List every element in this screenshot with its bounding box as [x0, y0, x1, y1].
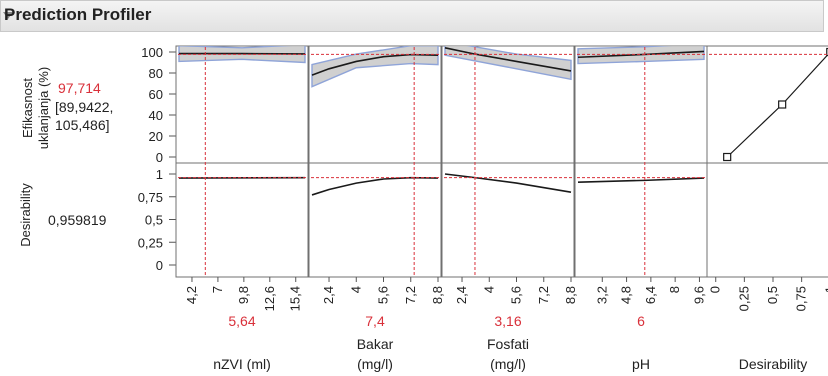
profiler-cells [175, 45, 828, 278]
response-cell-frame [706, 45, 828, 164]
confidence-band [311, 46, 439, 88]
response-axis-label: Efikasnostuklanjanja (%) [20, 67, 51, 149]
desirability-curve [577, 177, 705, 183]
x-tick-label: 1 [822, 286, 828, 293]
factor-name: pH [632, 356, 650, 372]
response-confidence-interval: 105,486] [55, 117, 110, 133]
x-tick-label: 3,2 [594, 286, 609, 304]
x-tick-label: 4,8 [619, 286, 634, 304]
factor-unit: (mg/l) [490, 356, 526, 372]
x-tick-label: 7 [210, 286, 225, 293]
desirability-axis-label: Desirability [18, 183, 33, 247]
x-tick-label: 0,75 [794, 286, 809, 311]
factor-current-value: 5,64 [228, 313, 255, 329]
desirability-y-tick-label: 0,25 [138, 235, 163, 250]
response-current-value: 97,714 [58, 80, 101, 96]
response-curve [444, 47, 572, 72]
collapse-triangle-icon[interactable] [3, 12, 13, 19]
factor-name: Fosfati [487, 336, 529, 352]
x-tick-label: 6,4 [643, 286, 658, 304]
desirability-y-tick-label: 1 [156, 167, 163, 182]
desirability-y-tick-label: 0,5 [145, 213, 163, 228]
factor-unit: (mg/l) [357, 356, 393, 372]
response-y-tick-label: 40 [149, 108, 163, 123]
profiler-title-bar[interactable]: Prediction Profiler [0, 0, 824, 32]
x-tick-label: 0,5 [765, 286, 780, 304]
x-tick-label: 12,6 [262, 286, 277, 311]
desirability-handle[interactable] [723, 152, 732, 162]
x-tick-label: 2,4 [454, 286, 469, 304]
response-curve [311, 53, 439, 76]
desirability-curve [444, 173, 572, 193]
x-tick-label: 9,8 [236, 286, 251, 304]
left-labels: Efikasnostuklanjanja (%) 97,714 [89,9422, 1… [18, 45, 176, 273]
factor-current-value: 3,16 [494, 313, 521, 329]
x-tick-label: 15,4 [288, 286, 303, 311]
response-axis-label-line: uklanjanja (%) [36, 67, 51, 149]
factor-current-value: 7,4 [365, 313, 385, 329]
x-tick-label: 8 [667, 286, 682, 293]
desirability-handle[interactable] [778, 100, 787, 109]
x-tick-label: 5,6 [376, 286, 391, 304]
desirability-curve [311, 176, 439, 196]
response-y-tick-label: 100 [141, 45, 163, 60]
profiler-title: Prediction Profiler [4, 5, 152, 24]
x-tick-label: 0,25 [736, 286, 751, 311]
factor-current-value: 6 [637, 313, 645, 329]
desirability-cell-frame [441, 162, 575, 278]
x-tick-label: 7,2 [536, 286, 551, 304]
response-confidence-interval: [89,9422, [55, 99, 113, 115]
factor-name: Bakar [357, 336, 394, 352]
response-y-tick-label: 20 [149, 129, 163, 144]
x-tick-label: 2,4 [321, 286, 336, 304]
desirability-cell-frame [706, 162, 828, 278]
factor-name: nZVI (ml) [213, 356, 271, 372]
x-tick-label: 8,8 [430, 286, 445, 304]
response-y-tick-label: 0 [156, 150, 163, 165]
x-tick-label: 4,2 [184, 286, 199, 304]
x-tick-label: 5,6 [509, 286, 524, 304]
desirability-y-tick-label: 0,75 [138, 190, 163, 205]
x-tick-label: 4 [348, 286, 363, 293]
desirability-cell-frame [175, 162, 309, 278]
x-tick-label: 7,2 [403, 286, 418, 304]
desirability-handle[interactable] [826, 47, 828, 57]
response-cell-frame [574, 45, 708, 164]
x-tick-label: 9,6 [691, 286, 706, 304]
response-y-tick-label: 60 [149, 87, 163, 102]
prediction-profiler-chart: Efikasnostuklanjanja (%) 97,714 [89,9422, 1… [18, 45, 828, 372]
x-tick-label: 8,8 [563, 286, 578, 304]
factor-name: Desirability [739, 356, 807, 372]
desirability-y-tick-label: 0 [156, 258, 163, 273]
x-tick-label: 4 [481, 286, 496, 293]
response-y-tick-label: 80 [149, 66, 163, 81]
x-tick-label: 0 [708, 286, 723, 293]
desirability-current-value: 0,959819 [48, 212, 107, 228]
response-cell-frame [175, 45, 309, 164]
desirability-cell-frame [308, 162, 442, 278]
response-axis-label-line: Efikasnost [20, 78, 35, 138]
